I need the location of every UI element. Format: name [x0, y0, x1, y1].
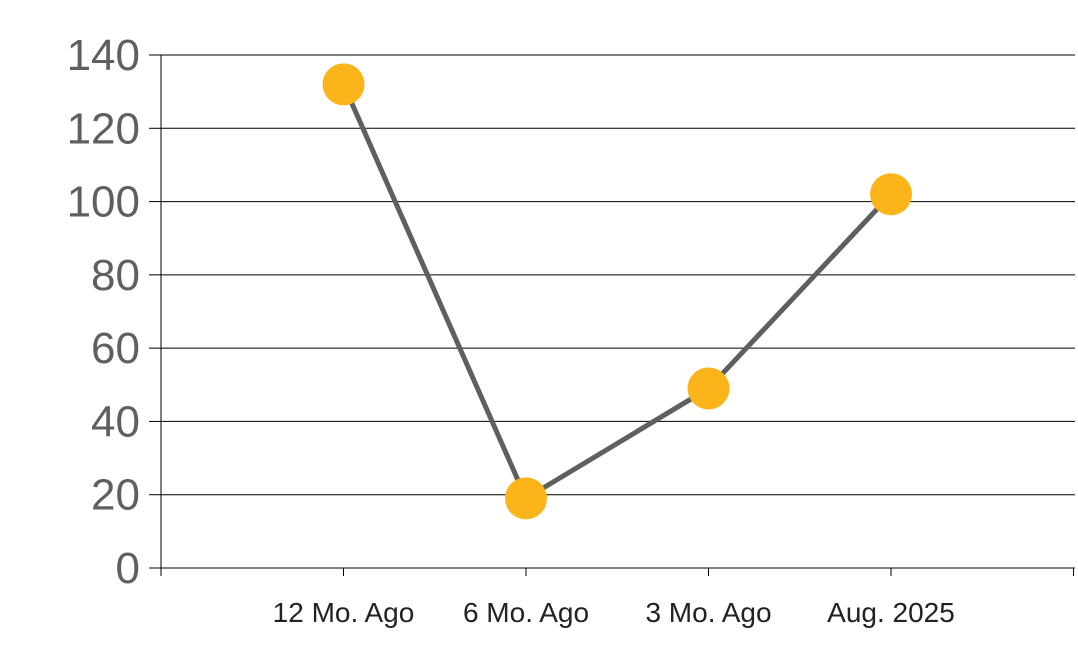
series: [322, 63, 912, 520]
y-axis-tick-labels: 0 20 40 60 80 100 120 140: [67, 31, 140, 593]
x-tick-label: 6 Mo. Ago: [463, 597, 589, 628]
series-line: [341, 83, 893, 501]
data-point: [505, 477, 547, 520]
x-axis-tick-labels: 12 Mo. Ago 6 Mo. Ago 3 Mo. Ago Aug. 2025: [273, 597, 955, 628]
data-point: [870, 173, 912, 216]
grid-lines: [161, 54, 1075, 496]
y-tick-label: 100: [67, 178, 140, 227]
data-point: [687, 367, 730, 410]
y-tick-label: 120: [67, 104, 140, 153]
x-tick-label: Aug. 2025: [827, 597, 955, 628]
y-tick-label: 140: [67, 31, 140, 80]
y-tick-label: 0: [116, 544, 140, 593]
y-tick-label: 20: [91, 471, 140, 520]
axes: [149, 54, 1075, 576]
y-tick-label: 40: [91, 397, 140, 446]
data-point: [322, 63, 365, 106]
y-tick-label: 60: [91, 324, 140, 373]
y-tick-label: 80: [91, 251, 140, 300]
x-tick-label: 12 Mo. Ago: [273, 597, 415, 628]
x-tick-label: 3 Mo. Ago: [645, 597, 771, 628]
